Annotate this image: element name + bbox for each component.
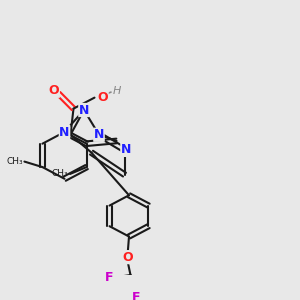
Text: CH₃: CH₃ [6,157,23,166]
Text: N: N [121,143,131,156]
Text: F: F [132,290,141,300]
Text: N: N [94,128,104,141]
Text: F: F [105,271,114,284]
Text: O: O [98,91,108,104]
Text: O: O [122,250,133,264]
Text: N: N [59,125,70,139]
Text: N: N [79,103,89,116]
Text: H: H [112,86,121,96]
Text: CH₃: CH₃ [52,169,69,178]
Text: O: O [49,84,59,97]
